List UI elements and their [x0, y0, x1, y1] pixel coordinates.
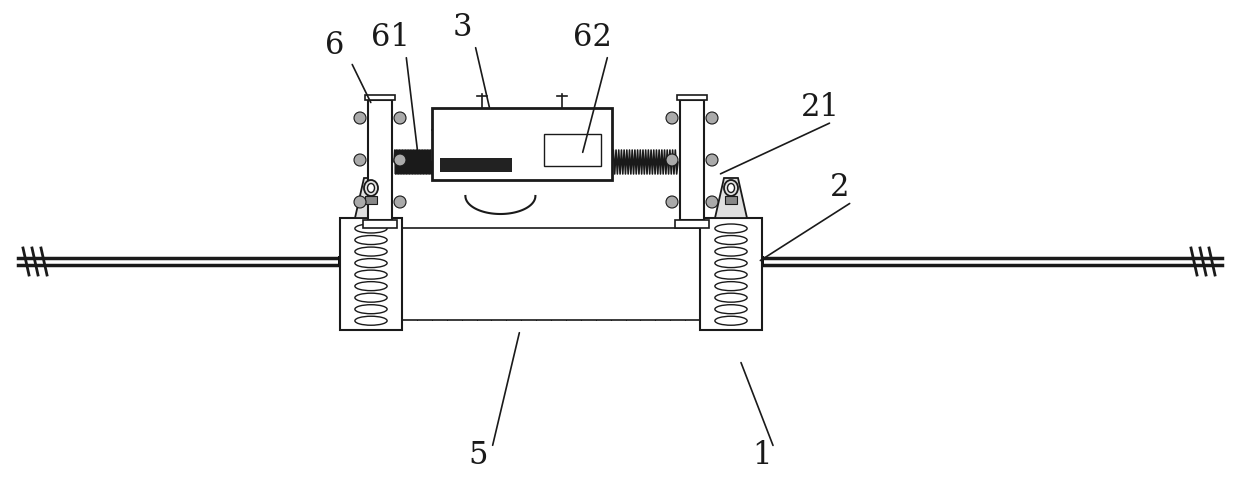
Ellipse shape: [715, 258, 748, 267]
Circle shape: [394, 112, 405, 124]
Ellipse shape: [715, 282, 748, 291]
Circle shape: [353, 196, 366, 208]
Ellipse shape: [355, 224, 387, 233]
Ellipse shape: [355, 305, 387, 313]
Bar: [365, 196, 377, 204]
Bar: [432, 108, 613, 180]
Bar: [404, 230, 698, 244]
Bar: [742, 256, 764, 267]
Bar: [680, 100, 704, 220]
Ellipse shape: [355, 316, 387, 325]
Ellipse shape: [355, 270, 387, 279]
Bar: [677, 95, 707, 100]
Bar: [440, 158, 512, 172]
Ellipse shape: [355, 258, 387, 267]
Text: 61: 61: [371, 22, 409, 54]
Text: 5: 5: [469, 439, 487, 471]
Circle shape: [706, 112, 718, 124]
Ellipse shape: [715, 247, 748, 256]
Bar: [675, 220, 709, 228]
Polygon shape: [715, 178, 746, 218]
Bar: [675, 220, 709, 228]
Bar: [339, 256, 360, 267]
Ellipse shape: [715, 236, 748, 245]
Bar: [432, 108, 613, 180]
Bar: [365, 95, 396, 100]
Bar: [698, 256, 720, 267]
Circle shape: [666, 154, 678, 166]
Text: 3: 3: [453, 12, 471, 44]
Text: 21: 21: [801, 92, 839, 124]
Bar: [725, 196, 737, 204]
Ellipse shape: [715, 316, 748, 325]
Text: 62: 62: [573, 22, 611, 54]
Ellipse shape: [715, 305, 748, 313]
Bar: [680, 100, 704, 220]
Ellipse shape: [355, 236, 387, 245]
Bar: [543, 134, 601, 166]
Bar: [725, 196, 737, 204]
Bar: [701, 218, 763, 330]
Circle shape: [666, 112, 678, 124]
Ellipse shape: [724, 180, 738, 196]
Circle shape: [666, 196, 678, 208]
Circle shape: [706, 154, 718, 166]
Bar: [365, 95, 396, 100]
Bar: [382, 256, 404, 267]
Ellipse shape: [367, 184, 374, 192]
Text: 1: 1: [753, 439, 771, 471]
Bar: [363, 220, 397, 228]
Bar: [368, 100, 392, 220]
Bar: [402, 228, 701, 320]
Bar: [677, 95, 707, 100]
Circle shape: [394, 154, 405, 166]
Bar: [340, 218, 402, 330]
Bar: [340, 218, 402, 330]
Bar: [365, 196, 377, 204]
Ellipse shape: [365, 180, 378, 196]
Bar: [368, 100, 392, 220]
Bar: [701, 218, 763, 330]
Ellipse shape: [355, 282, 387, 291]
Circle shape: [353, 154, 366, 166]
Ellipse shape: [715, 270, 748, 279]
Ellipse shape: [715, 293, 748, 302]
Ellipse shape: [728, 184, 734, 192]
Bar: [402, 228, 701, 320]
Text: 6: 6: [325, 29, 345, 61]
Circle shape: [353, 112, 366, 124]
Text: 2: 2: [831, 173, 849, 203]
Ellipse shape: [355, 247, 387, 256]
Ellipse shape: [715, 224, 748, 233]
Ellipse shape: [355, 293, 387, 302]
Circle shape: [706, 196, 718, 208]
Bar: [363, 220, 397, 228]
Circle shape: [394, 196, 405, 208]
Polygon shape: [355, 178, 387, 218]
